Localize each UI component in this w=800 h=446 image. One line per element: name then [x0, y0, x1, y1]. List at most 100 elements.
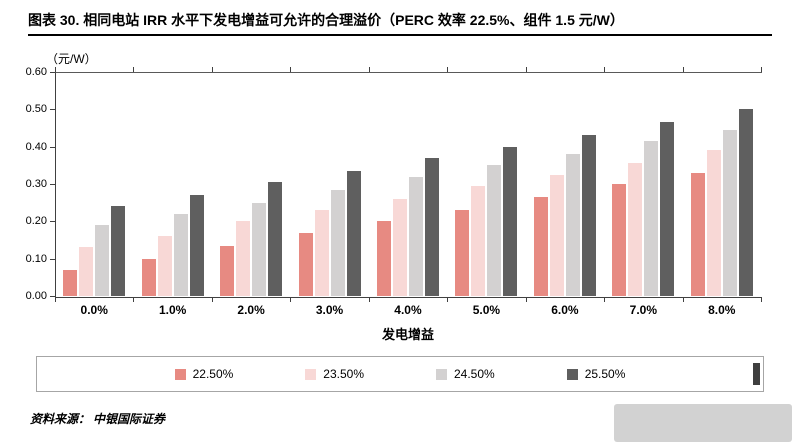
legend-swatch: [174, 368, 186, 380]
x-tick-label: 4.0%: [394, 303, 422, 317]
x-tick-mark: [604, 297, 606, 302]
y-tick-mark: [50, 184, 55, 185]
x-tick-label: 3.0%: [315, 303, 344, 317]
bar: [268, 182, 283, 296]
bar: [612, 184, 627, 296]
bar: [392, 199, 407, 296]
bar: [644, 141, 659, 296]
x-tick-label: 0.0%: [80, 303, 108, 317]
y-tick-mark: [50, 296, 55, 297]
y-tick-label: 0.40: [25, 140, 47, 153]
plot-area: [55, 72, 762, 298]
bar: [424, 158, 439, 296]
legend-swatch: [566, 368, 578, 380]
x-top-tick-mark: [604, 67, 606, 72]
bar: [298, 233, 313, 296]
legend-label: 25.50%: [584, 367, 626, 381]
x-top-tick-mark: [211, 67, 213, 72]
legend-item: 22.50%: [174, 367, 234, 381]
x-top-tick-mark: [682, 67, 684, 72]
bar-group: [212, 72, 290, 296]
x-tick-mark: [55, 297, 56, 302]
x-tick-label: 1.0%: [158, 303, 187, 317]
bar: [95, 225, 110, 296]
bar-group: [604, 72, 682, 296]
bar-group: [369, 72, 447, 296]
legend-label: 22.50%: [192, 367, 234, 381]
bar: [79, 247, 94, 296]
legend-label: 24.50%: [454, 367, 495, 381]
bar: [236, 221, 251, 296]
bar: [314, 210, 329, 296]
x-top-tick-mark: [761, 67, 762, 72]
bar: [565, 154, 580, 296]
bar: [346, 171, 361, 296]
bar-group: [526, 72, 604, 296]
x-tick-mark: [682, 297, 684, 302]
bar: [252, 203, 267, 296]
watermark: [614, 404, 792, 442]
y-tick-mark: [50, 109, 55, 111]
bar: [581, 135, 596, 296]
figure-title: 图表 30. 相同电站 IRR 水平下发电增益可允许的合理溢价（PERC 效率 …: [28, 12, 624, 28]
bar: [330, 190, 345, 296]
legend-swatch: [305, 368, 317, 380]
bar: [63, 270, 78, 296]
legend-swatch: [436, 368, 447, 380]
bar-group: [133, 72, 211, 296]
bar: [173, 214, 188, 296]
bar: [533, 197, 548, 296]
y-tick-mark: [50, 72, 55, 73]
scrollbar-thumb[interactable]: [753, 363, 760, 385]
source-note: 资料来源： 中银国际证券: [30, 412, 166, 426]
y-tick-label: 0.30: [25, 178, 47, 190]
bar: [189, 195, 204, 296]
y-tick-label: 0.20: [25, 215, 47, 228]
x-top-tick-mark: [55, 67, 56, 72]
legend-item: 24.50%: [436, 367, 495, 381]
x-tick-mark: [761, 297, 762, 302]
bar: [628, 163, 643, 296]
x-tick-label: 8.0%: [708, 303, 736, 317]
x-axis-title: 发电增益: [381, 327, 434, 342]
bar: [549, 175, 564, 296]
y-tick-label: 0.60: [25, 66, 47, 78]
y-tick-mark: [50, 221, 55, 223]
x-tick-mark: [525, 297, 527, 302]
x-tick-label: 6.0%: [551, 303, 579, 317]
x-tick-label: 7.0%: [629, 303, 657, 317]
legend-label: 23.50%: [323, 367, 364, 381]
x-tick-label: 5.0%: [472, 303, 501, 317]
y-tick-mark: [50, 258, 55, 260]
x-tick-mark: [290, 297, 292, 302]
bar: [376, 221, 391, 296]
bar-group: [447, 72, 525, 296]
x-tick-mark: [211, 297, 213, 302]
x-top-tick-mark: [447, 67, 449, 72]
bar: [111, 206, 126, 296]
bar: [157, 236, 172, 296]
x-tick-mark: [133, 297, 135, 302]
x-top-tick-mark: [368, 67, 370, 72]
x-top-tick-mark: [525, 67, 527, 72]
bar: [487, 165, 502, 296]
bar-group: [55, 72, 133, 296]
bar-group: [683, 72, 761, 296]
bar: [220, 246, 235, 296]
y-tick-label: 0.00: [25, 290, 47, 302]
x-tick-label: 2.0%: [237, 303, 265, 317]
bar: [471, 186, 486, 296]
bar: [455, 210, 470, 296]
bar: [690, 173, 705, 296]
bar: [503, 147, 518, 296]
y-tick-mark: [50, 146, 55, 148]
legend-item: 23.50%: [305, 367, 364, 381]
title-divider: [28, 34, 772, 36]
bar: [706, 150, 721, 296]
legend: 22.50% 23.50% 24.50% 25.50%: [36, 356, 764, 392]
bar-group: [290, 72, 368, 296]
bar: [722, 130, 737, 296]
bar: [738, 109, 753, 296]
bar: [141, 259, 156, 296]
